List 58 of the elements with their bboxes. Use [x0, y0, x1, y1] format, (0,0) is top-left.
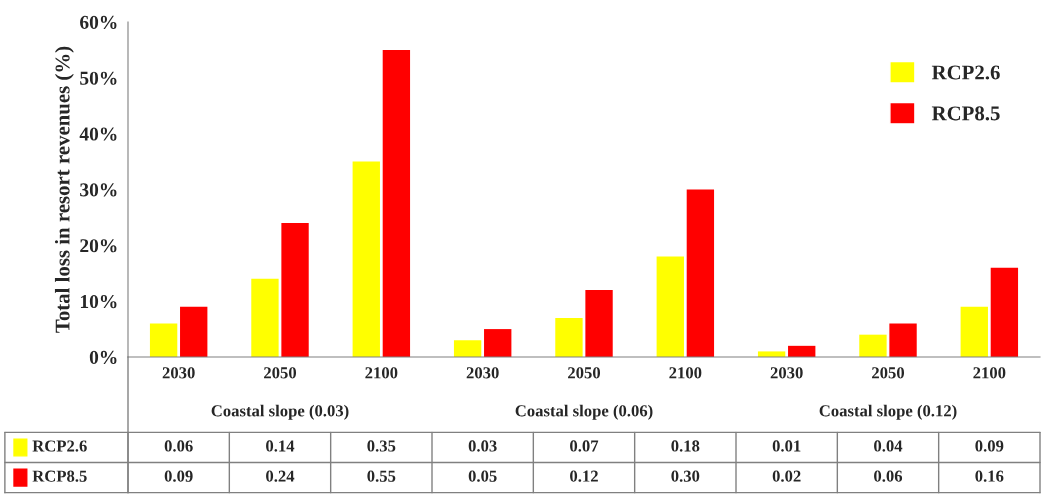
data-label: 0.05 [468, 470, 497, 482]
x-tick-label: 2100 [669, 367, 702, 379]
bar [453, 340, 482, 357]
data-label: 0.06 [874, 470, 903, 482]
data-label: 0.18 [671, 440, 700, 452]
data-label: 0.14 [266, 440, 295, 452]
y-tick-label: 0% [89, 350, 117, 364]
bar [149, 323, 178, 357]
legend-label: RCP2.6 [931, 65, 1000, 80]
text: RCP2.6 [32, 440, 87, 452]
text: Coastal slope (0.06) [515, 404, 653, 420]
y-tick-label: 50% [80, 71, 117, 85]
data-label: 0.55 [367, 470, 396, 482]
x-tick-label: 2050 [568, 367, 601, 379]
data-label: 0.04 [874, 440, 903, 452]
bar [656, 256, 684, 357]
bar [889, 323, 917, 357]
x-tick-label: 2030 [466, 367, 499, 379]
y-tick-label: 30% [80, 183, 117, 197]
bar [281, 223, 309, 357]
bar [990, 267, 1019, 357]
data-label: 0.35 [367, 440, 396, 452]
text: RCP8.5 [32, 470, 87, 482]
data-label: 0.30 [671, 470, 700, 482]
data-label: 0.07 [570, 440, 599, 452]
y-tick-label: 20% [80, 239, 117, 253]
data-label: 0.03 [468, 440, 497, 452]
data-label: 0.16 [975, 470, 1004, 482]
bar [960, 306, 988, 357]
data-label: 0.06 [164, 440, 193, 452]
bar [180, 306, 208, 357]
x-tick-label: 2030 [770, 367, 803, 379]
data-label: 0.01 [772, 440, 801, 452]
data-label: 0.12 [570, 470, 598, 482]
data-label: 0.09 [164, 470, 193, 482]
text: Coastal slope (0.03) [211, 404, 349, 420]
bar [382, 49, 411, 357]
x-tick-label: 2030 [162, 367, 195, 379]
x-tick-label: 2100 [365, 367, 398, 379]
bar [555, 317, 583, 357]
y-tick-label: 40% [79, 127, 117, 141]
x-tick-label: 2050 [872, 367, 905, 379]
x-tick-label: 2100 [973, 367, 1006, 379]
text: Coastal slope (0.12) [819, 404, 957, 420]
data-label: 0.02 [772, 470, 801, 482]
data-label: 0.24 [266, 470, 295, 482]
bar [859, 334, 887, 357]
y-tick-label: 60% [80, 15, 117, 29]
bar [251, 278, 279, 357]
bar [686, 189, 715, 357]
bar [585, 290, 613, 357]
bar [352, 161, 380, 357]
data-label: 0.09 [975, 440, 1004, 452]
bar [484, 329, 512, 357]
x-tick-label: 2050 [264, 367, 297, 379]
legend-label: RCP8.5 [931, 106, 1000, 121]
y-tick-label: 10% [80, 294, 117, 309]
y-axis-title: Total loss in resort revenues (%) [54, 46, 74, 333]
